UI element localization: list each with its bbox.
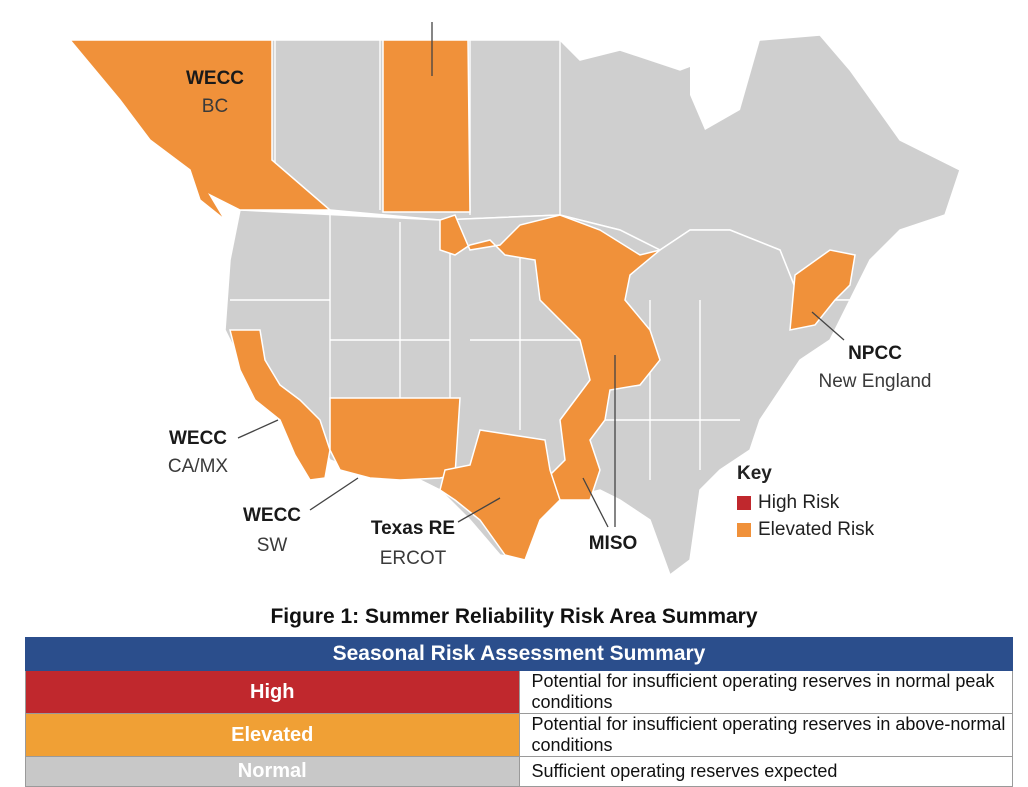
label-wecc-camx-sub: CA/MX	[167, 456, 229, 477]
key-swatch-elevated	[737, 522, 751, 537]
label-npcc-sub: New England	[818, 371, 932, 392]
table-row: Elevated Potential for insufficient oper…	[25, 713, 1013, 757]
key-label-high: High Risk	[758, 491, 840, 513]
label-wecc-sw-sub: SW	[256, 535, 288, 556]
label-npcc: NPCC New England	[800, 343, 950, 393]
region-miso	[439, 214, 661, 501]
key-swatch-high	[737, 495, 751, 510]
risk-summary-table: Seasonal Risk Assessment Summary High Po…	[25, 637, 1013, 787]
key-label-elevated: Elevated Risk	[758, 518, 875, 540]
region-wecc-sw	[329, 397, 461, 481]
description-normal: Sufficient operating reserves expected	[518, 756, 1013, 787]
label-npcc-name: NPCC	[848, 343, 902, 364]
region-saskatchewan	[382, 39, 471, 213]
table-header-row: Seasonal Risk Assessment Summary	[25, 637, 1013, 671]
table-row: High Potential for insufficient operatin…	[25, 670, 1013, 714]
key-item-elevated: Elevated Risk	[737, 516, 874, 543]
label-wecc-sw: WECC SW	[232, 505, 312, 557]
description-high: Potential for insufficient operating res…	[518, 670, 1013, 714]
risk-map	[68, 22, 961, 577]
table-row: Normal Sufficient operating reserves exp…	[25, 756, 1013, 787]
label-texas-sub: ERCOT	[379, 548, 447, 569]
label-wecc-sw-name: WECC	[242, 505, 302, 526]
water-notch	[690, 40, 760, 130]
label-miso: MISO	[573, 533, 653, 555]
leader-lines	[237, 22, 845, 528]
figure-caption: Figure 1: Summer Reliability Risk Area S…	[270, 605, 758, 628]
label-wecc-camx: WECC CA/MX	[158, 428, 238, 478]
label-texas: Texas RE ERCOT	[358, 518, 468, 570]
level-elevated: Elevated	[25, 713, 520, 757]
region-wecc-bc	[68, 39, 333, 221]
table-header: Seasonal Risk Assessment Summary	[25, 637, 1013, 671]
region-npcc-new-england	[789, 249, 856, 331]
label-wecc-bc: WECC BC	[175, 68, 255, 118]
key-item-high: High Risk	[737, 489, 874, 516]
label-wecc-camx-name: WECC	[168, 428, 228, 449]
description-elevated: Potential for insufficient operating res…	[518, 713, 1013, 757]
elevated-regions	[68, 39, 856, 561]
map-key: Key High Risk Elevated Risk	[737, 463, 874, 543]
level-normal: Normal	[25, 756, 520, 787]
key-title: Key	[737, 463, 772, 484]
level-high: High	[25, 670, 520, 714]
region-texas-re-ercot	[439, 429, 561, 561]
label-texas-name: Texas RE	[370, 518, 456, 539]
label-miso-name: MISO	[588, 533, 638, 554]
region-wecc-ca-mx	[229, 329, 331, 481]
land-base	[68, 34, 961, 577]
label-wecc-bc-sub: BC	[201, 96, 229, 117]
label-wecc-bc-name: WECC	[185, 68, 245, 89]
